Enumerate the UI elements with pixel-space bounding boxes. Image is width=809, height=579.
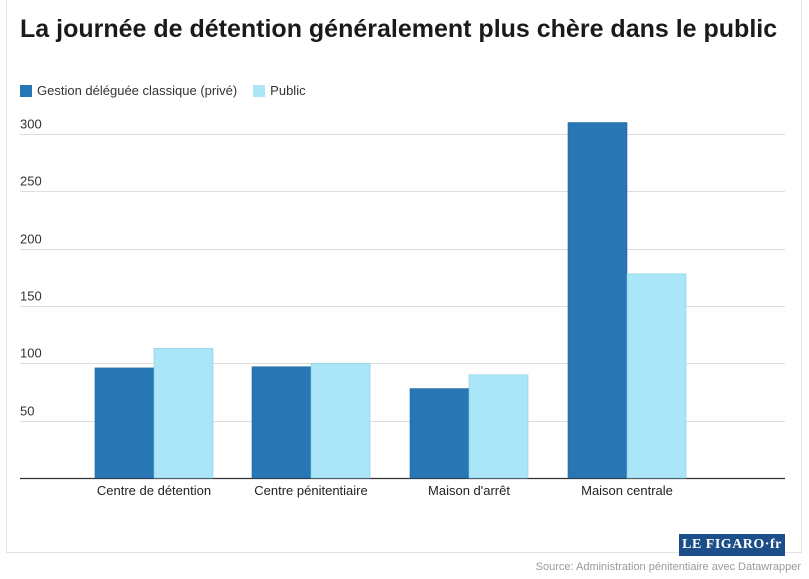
chart-title: La journée de détention généralement plu… <box>20 15 778 43</box>
x-tick-label-2: Maison d'arrêt <box>428 483 510 498</box>
y-tick-label-300: 300 <box>20 117 42 132</box>
bar-prive-3 <box>567 122 628 479</box>
x-tick-label-3: Maison centrale <box>581 483 673 498</box>
legend-item-public: Public <box>253 83 306 98</box>
legend-label-prive: Gestion déléguée classique (privé) <box>37 83 238 98</box>
y-tick-label-200: 200 <box>20 232 42 247</box>
chart-legend: Gestion déléguée classique (privé) Publi… <box>20 83 322 98</box>
bar-prive-0 <box>94 367 155 479</box>
x-tick-label-1: Centre pénitentiaire <box>254 483 367 498</box>
legend-label-public: Public <box>270 83 306 98</box>
legend-swatch-prive <box>20 84 32 97</box>
bar-prive-1 <box>251 366 312 479</box>
bar-public-1 <box>310 363 371 479</box>
x-tick-label-0: Centre de détention <box>97 483 211 498</box>
legend-item-prive: Gestion déléguée classique (privé) <box>20 83 237 98</box>
bar-public-3 <box>626 273 687 479</box>
bar-prive-2 <box>409 388 470 479</box>
y-tick-label-150: 150 <box>20 289 42 304</box>
bar-public-0 <box>153 348 214 479</box>
bar-public-2 <box>468 374 529 479</box>
figaro-logo: LE FIGARO·fr <box>679 534 785 556</box>
y-tick-label-100: 100 <box>20 346 42 361</box>
legend-swatch-public <box>253 84 266 97</box>
source-note: Source: Administration pénitentiaire ave… <box>535 561 801 573</box>
y-tick-label-50: 50 <box>20 404 34 419</box>
y-tick-label-250: 250 <box>20 174 42 189</box>
